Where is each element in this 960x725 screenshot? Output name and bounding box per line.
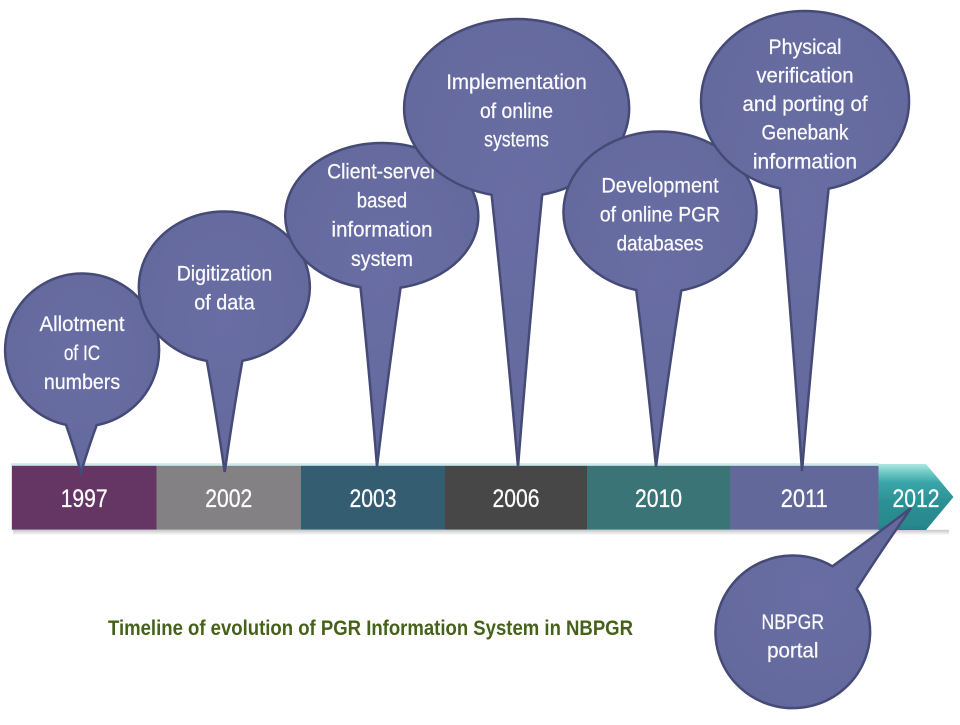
- svg-text:verification: verification: [756, 65, 853, 88]
- svg-text:Implementation: Implementation: [446, 71, 587, 94]
- svg-text:Client-server: Client-server: [327, 160, 437, 183]
- svg-text:Genebank: Genebank: [762, 122, 849, 145]
- svg-text:of IC: of IC: [64, 342, 100, 365]
- svg-text:of online: of online: [480, 100, 553, 123]
- svg-text:1997: 1997: [61, 485, 108, 513]
- svg-text:based: based: [357, 190, 407, 213]
- svg-text:Allotment: Allotment: [40, 313, 125, 336]
- svg-text:2006: 2006: [493, 485, 540, 513]
- svg-text:2003: 2003: [350, 485, 397, 513]
- svg-text:systems: systems: [484, 129, 549, 152]
- svg-text:numbers: numbers: [44, 371, 120, 394]
- svg-text:information: information: [753, 150, 857, 173]
- svg-text:system: system: [351, 248, 413, 271]
- svg-text:portal: portal: [767, 640, 818, 663]
- svg-text:2011: 2011: [781, 485, 828, 513]
- svg-text:of data: of data: [194, 292, 255, 315]
- svg-text:NBPGR: NBPGR: [762, 611, 825, 634]
- svg-text:2010: 2010: [635, 485, 682, 513]
- svg-text:2012: 2012: [893, 485, 940, 513]
- svg-text:Digitization: Digitization: [177, 263, 273, 286]
- svg-text:information: information: [332, 219, 433, 242]
- svg-text:Timeline of evolution of PGR I: Timeline of evolution of PGR Information…: [108, 617, 633, 640]
- svg-text:Development: Development: [601, 175, 718, 198]
- svg-text:2002: 2002: [205, 485, 252, 513]
- svg-text:databases: databases: [617, 233, 704, 256]
- svg-text:of online PGR: of online PGR: [600, 204, 720, 227]
- svg-text:Physical: Physical: [769, 36, 842, 59]
- svg-text:and porting of: and porting of: [742, 93, 867, 116]
